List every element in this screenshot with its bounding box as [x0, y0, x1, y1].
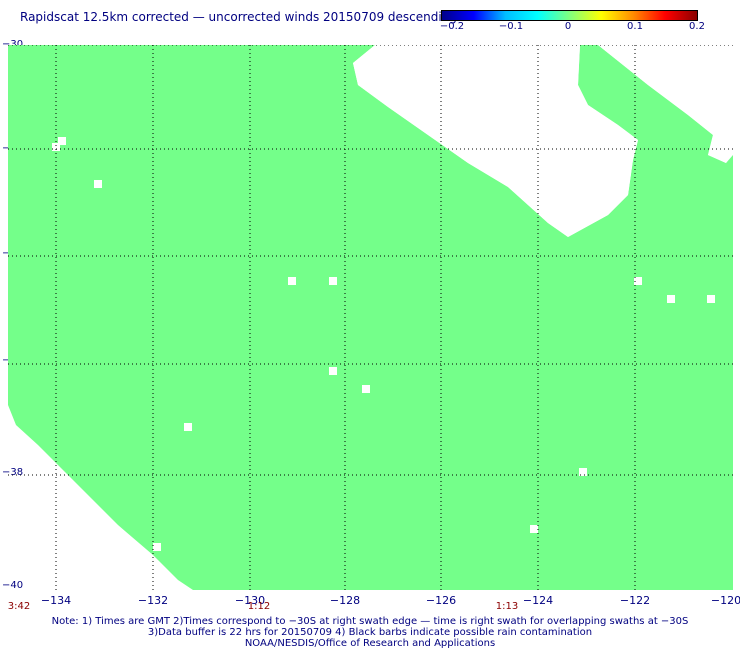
lon-label: −120: [710, 594, 740, 607]
lon-label: −134: [40, 594, 72, 607]
lon-label: −126: [425, 594, 457, 607]
colorbar-tick: 0.1: [627, 21, 643, 32]
lon-label: −122: [619, 594, 651, 607]
footnote-line: NOAA/NESDIS/Office of Research and Appli…: [244, 638, 496, 649]
lon-label: −130: [234, 594, 266, 607]
time-label: 1:12: [247, 601, 271, 612]
footnote-line: 3)Data buffer is 22 hrs for 20150709 4) …: [147, 627, 593, 638]
map-title: Rapidscat 12.5km corrected — uncorrected…: [20, 10, 457, 24]
wind-difference-map: [8, 45, 733, 590]
missing-pixel: [58, 137, 66, 145]
missing-pixel: [329, 277, 337, 285]
missing-pixel: [362, 385, 370, 393]
missing-pixel: [94, 180, 102, 188]
lon-gridlines: [55, 45, 636, 590]
lon-label: −124: [522, 594, 554, 607]
lat-label: −40: [2, 580, 24, 591]
missing-pixel: [530, 525, 538, 533]
missing-pixel: [579, 468, 587, 476]
swath-field: [8, 45, 733, 590]
data-gap: [598, 45, 733, 163]
missing-pixel: [329, 367, 337, 375]
swath-area: [8, 45, 733, 590]
colorbar-tick: −0.2: [439, 21, 465, 32]
missing-pixel: [667, 295, 675, 303]
lat-label: −38: [2, 467, 24, 478]
colorbar-tick: 0.2: [689, 21, 705, 32]
lon-label: −132: [137, 594, 169, 607]
missing-pixel: [52, 143, 60, 151]
footnote-line: Note: 1) Times are GMT 2)Times correspon…: [51, 616, 689, 627]
missing-pixel: [288, 277, 296, 285]
colorbar-tick: −0.1: [498, 21, 524, 32]
time-label: 3:42: [7, 601, 31, 612]
lon-label: −128: [329, 594, 361, 607]
colorbar-tick: 0: [564, 21, 572, 32]
missing-pixel: [707, 295, 715, 303]
lat-gridlines: [8, 45, 733, 476]
data-gap: [353, 45, 638, 237]
time-label: 1:13: [495, 601, 519, 612]
missing-pixel: [634, 277, 642, 285]
missing-pixel: [184, 423, 192, 431]
colorbar: [441, 10, 698, 21]
missing-pixel: [153, 543, 161, 551]
